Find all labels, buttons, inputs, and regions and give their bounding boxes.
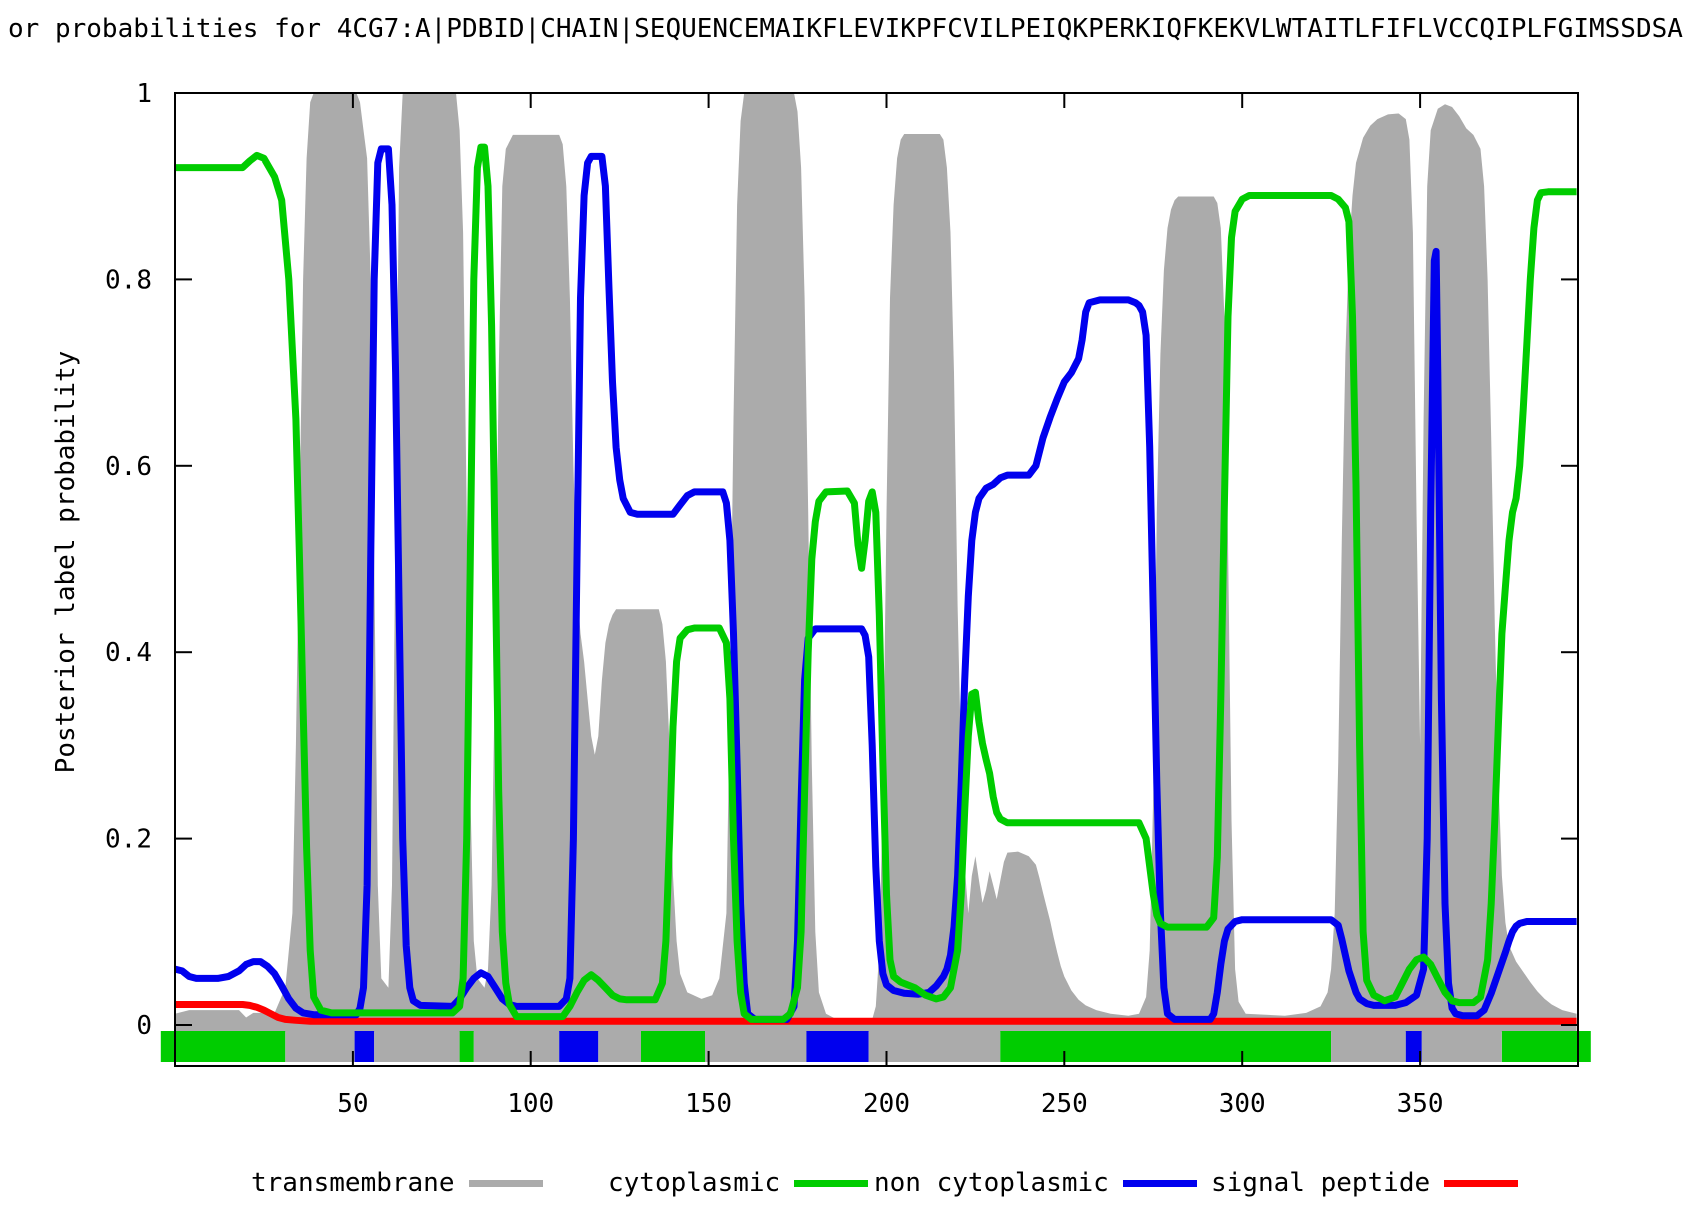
- topology-bar-segment: [374, 1031, 460, 1062]
- x-tick-label: 300: [1219, 1089, 1266, 1119]
- plot-border: [174, 92, 1579, 1067]
- x-tick-label: 350: [1397, 1089, 1444, 1119]
- topology-bar-segment: [641, 1031, 705, 1062]
- x-tick-label: 250: [1041, 1089, 1088, 1119]
- topology-bar-segment: [1501, 1031, 1591, 1062]
- topology-bar-segment: [868, 1031, 1001, 1062]
- topology-bar-segment: [559, 1031, 599, 1062]
- x-tick-label: 100: [507, 1089, 554, 1119]
- y-tick-label: 0.2: [105, 825, 152, 855]
- topology-bar-segment: [354, 1031, 375, 1062]
- topology-bar-segment: [459, 1031, 474, 1062]
- topology-bar-segment: [1421, 1031, 1502, 1062]
- transmembrane-area: [175, 93, 1577, 1032]
- cytoplasmic-curve: [175, 143, 1577, 1023]
- x-tick-label: 50: [337, 1089, 368, 1119]
- topology-bar-segment: [1000, 1031, 1332, 1062]
- y-tick-label: 1: [136, 79, 152, 109]
- topology-bar-segment: [473, 1031, 560, 1062]
- x-tick-label: 200: [863, 1089, 910, 1119]
- y-tick-label: 0.4: [105, 638, 152, 668]
- topology-bar-segment: [806, 1031, 869, 1062]
- non-cytoplasmic-curve: [174, 145, 1577, 1023]
- topology-bar-segment: [598, 1031, 641, 1062]
- x-tick-label: 150: [685, 1089, 732, 1119]
- topology-bar-segment: [1405, 1031, 1422, 1062]
- topology-bar-segment: [705, 1031, 807, 1062]
- page-title: or probabilities for 4CG7:A|PDBID|CHAIN|…: [8, 14, 1683, 44]
- y-axis-label: Posterior label probability: [51, 350, 81, 774]
- topology-bar-segment: [285, 1031, 355, 1062]
- topology-bar-segment: [1331, 1031, 1406, 1062]
- topology-bar-segment: [160, 1031, 286, 1062]
- y-tick-label: 0.8: [105, 265, 152, 295]
- y-tick-label: 0.6: [105, 452, 152, 482]
- signal-peptide-curve: [175, 1001, 1577, 1025]
- y-tick-label: 0: [136, 1011, 152, 1041]
